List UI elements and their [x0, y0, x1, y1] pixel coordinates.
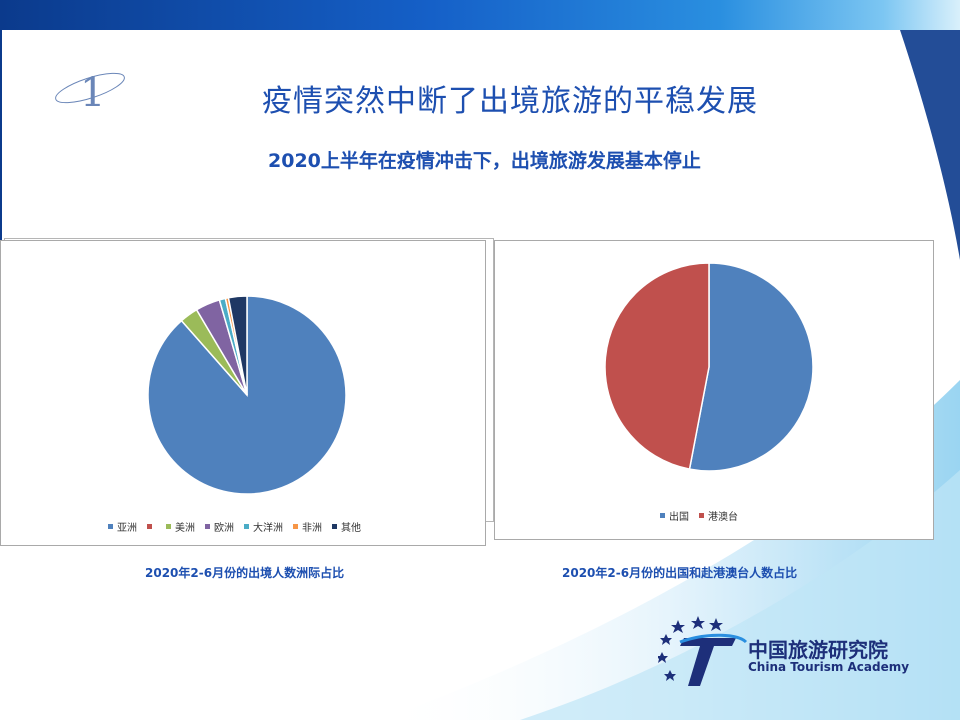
continent-legend-item-1: [147, 524, 156, 529]
destination-legend-item-1: 港澳台: [699, 508, 738, 523]
continent-legend-label-6: 其他: [341, 523, 361, 534]
destination-legend-swatch-0: [660, 513, 665, 518]
continent-legend-item-0: 亚洲: [108, 519, 137, 534]
logo-name-en: China Tourism Academy: [748, 660, 910, 674]
continent-legend-swatch-5: [293, 524, 298, 529]
page-title: 疫情突然中断了出境旅游的平稳发展: [262, 84, 758, 119]
continent-legend-swatch-1: [147, 524, 152, 529]
destination-legend-swatch-1: [699, 513, 704, 518]
section-number-mark: 1: [55, 70, 125, 114]
continent-legend-item-3: 欧洲: [205, 519, 234, 534]
logo-t-mark: [680, 638, 736, 686]
destination-slice-0: [688, 262, 814, 472]
star-icon: [658, 616, 723, 681]
continent-legend-swatch-0: [108, 524, 113, 529]
left-accent-line: [0, 30, 2, 240]
continent-legend-label-3: 欧洲: [214, 523, 234, 534]
china-tourism-academy-logo: [658, 616, 748, 686]
caption-destinations: 2020年2-6月份的出国和赴港澳台人数占比: [562, 566, 798, 580]
continent-legend-swatch-6: [332, 524, 337, 529]
continent-legend-label-2: 美洲: [175, 523, 195, 534]
destination-legend-label-0: 出国: [669, 512, 689, 523]
continent-legend-item-2: 美洲: [166, 519, 195, 534]
continent-legend-item-4: 大洋洲: [244, 519, 283, 534]
continent-legend-item-5: 非洲: [293, 519, 322, 534]
continent-legend-label-4: 大洋洲: [253, 523, 283, 534]
pie-chart-destinations: [604, 262, 814, 472]
continent-legend-swatch-2: [166, 524, 171, 529]
caption-continents: 2020年2-6月份的出境人数洲际占比: [145, 566, 345, 580]
continent-legend-swatch-3: [205, 524, 210, 529]
legend-destinations: 出国 港澳台: [660, 508, 738, 523]
chart-panel-destinations: [494, 240, 934, 540]
destination-legend-item-0: 出国: [660, 508, 689, 523]
continent-legend-label-0: 亚洲: [117, 523, 137, 534]
section-number: 1: [80, 70, 105, 114]
page-subtitle: 2020上半年在疫情冲击下，出境旅游发展基本停止: [268, 150, 701, 172]
legend-continents: 亚洲 美洲 欧洲 大洋洲 非洲 其他: [108, 519, 361, 534]
header-bar: [0, 0, 960, 30]
continent-legend-label-5: 非洲: [302, 523, 322, 534]
continent-slice-5: [227, 295, 248, 396]
pie-chart-continents: [147, 295, 347, 495]
chart-panel-continents: [0, 240, 486, 546]
destination-legend-label-1: 港澳台: [708, 512, 738, 523]
logo-name-cn: 中国旅游研究院: [748, 638, 888, 662]
destination-slice-1: [604, 262, 710, 471]
continent-legend-item-6: 其他: [332, 519, 361, 534]
continent-legend-swatch-4: [244, 524, 249, 529]
